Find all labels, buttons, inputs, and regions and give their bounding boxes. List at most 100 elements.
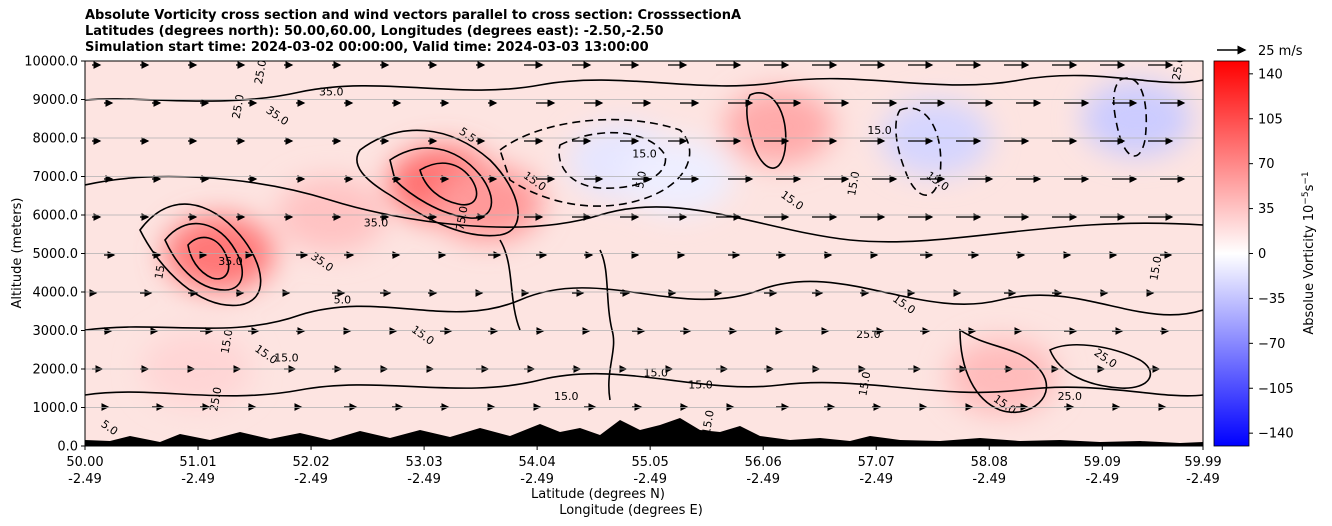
contour-line <box>85 372 1203 397</box>
contour-label: 25.0 <box>1058 390 1083 403</box>
contour-line <box>499 239 521 331</box>
y-tick-label: 4000.0 <box>33 286 79 301</box>
x-tick-label-lat: 54.04 <box>519 455 556 470</box>
contour-line <box>599 249 615 401</box>
x-tick-label-lon: -2.49 <box>859 472 893 487</box>
x-tick-label-lon: -2.49 <box>520 472 554 487</box>
colorbar-tick-label: 140 <box>1258 67 1283 82</box>
contour-line <box>746 92 787 169</box>
x-tick-label-lat: 59.09 <box>1084 455 1121 470</box>
contour-label: 25.0 <box>856 328 881 341</box>
y-tick-label: 7000.0 <box>33 170 79 185</box>
contour-label: 75.0 <box>454 205 471 231</box>
contour-label: 35.0 <box>364 217 389 230</box>
contour-label: 15.0 <box>867 124 892 137</box>
x-tick-label-lat: 50.00 <box>66 455 103 470</box>
colorbar-tick-label: −70 <box>1258 337 1285 352</box>
y-tick-label: 2000.0 <box>33 363 79 378</box>
x-axis-label-lat: Latitude (degrees N) <box>531 487 665 502</box>
y-tick-label: 3000.0 <box>33 324 79 339</box>
wind-vectors <box>89 61 1186 411</box>
contour-line <box>1112 77 1148 157</box>
contour-line <box>1048 344 1152 389</box>
colorbar-tick-label: 35 <box>1258 202 1275 217</box>
x-tick-label-lon: -2.49 <box>633 472 667 487</box>
x-tick-label-lon: -2.49 <box>1186 472 1220 487</box>
contour-label: 5.0 <box>334 294 352 307</box>
y-tick-label: 8000.0 <box>33 132 79 147</box>
quiver-key-label: 25 m/s <box>1258 44 1303 59</box>
contour-line <box>187 236 230 280</box>
contour-label: 15.0 <box>1147 255 1164 281</box>
contour-label: 25.0 <box>252 59 269 85</box>
contour-line <box>499 118 691 207</box>
contour-label: 5.0 <box>633 170 649 189</box>
contour-label: 15.0 <box>700 409 717 435</box>
y-tick-label: 9000.0 <box>33 93 79 108</box>
x-tick-label-lon: -2.49 <box>1085 472 1119 487</box>
contour-label: 15.0 <box>688 378 713 391</box>
contour-label: 15.0 <box>219 328 236 354</box>
colorbar-tick-label: 0 <box>1258 247 1266 262</box>
x-tick-label-lat: 52.02 <box>292 455 329 470</box>
y-tick-label: 1000.0 <box>33 401 79 416</box>
x-tick-label-lat: 57.07 <box>858 455 895 470</box>
contour-line <box>85 175 1203 243</box>
contour-label: 15.0 <box>554 390 579 403</box>
contour-lines <box>85 74 1203 413</box>
y-tick-label: 6000.0 <box>33 209 79 224</box>
x-axis-label-lon: Longitude (degrees E) <box>559 503 703 518</box>
grid-lines <box>85 99 1203 408</box>
colorbar-tick-label: 105 <box>1258 112 1283 127</box>
colorbar-tick-label: 70 <box>1258 157 1275 172</box>
colorbar-tick-label: −105 <box>1258 382 1294 397</box>
chart-title-line3: Simulation start time: 2024-03-02 00:00:… <box>85 40 649 55</box>
colorbar-tick-label: −35 <box>1258 292 1285 307</box>
terrain <box>85 418 1203 446</box>
contour-line <box>85 280 1203 331</box>
y-axis-label: Altitude (meters) <box>10 198 25 309</box>
x-tick-label-lon: -2.49 <box>746 472 780 487</box>
y-tick-label: 10000.0 <box>24 55 78 70</box>
contour-label: 15.0 <box>644 367 669 380</box>
y-tick-label: 5000.0 <box>33 247 79 262</box>
x-tick-label-lat: 51.01 <box>179 455 216 470</box>
contour-label: 25.0 <box>207 386 224 412</box>
contour-label: 15.0 <box>274 351 299 364</box>
contour-line <box>356 129 519 237</box>
contour-label: 15.0 <box>856 371 873 397</box>
contour-label: 15.0 <box>632 147 657 160</box>
x-tick-label-lat: 55.05 <box>632 455 669 470</box>
x-tick-label-lon: -2.49 <box>68 472 102 487</box>
x-tick-label-lon: -2.49 <box>181 472 215 487</box>
contour-label: 15.0 <box>845 170 862 196</box>
colorbar-label: Absolue Vorticity 10−5s−1 <box>1301 171 1317 334</box>
vorticity-blob <box>723 88 834 165</box>
colorbar-gradient <box>1214 61 1249 446</box>
vorticity-blob <box>432 165 543 242</box>
contour-line <box>139 203 262 307</box>
chart-title-line1: Absolute Vorticity cross section and win… <box>85 8 742 23</box>
contour-line <box>389 147 493 219</box>
x-tick-label-lat: 59.99 <box>1184 455 1221 470</box>
x-tick-label-lon: -2.49 <box>972 472 1006 487</box>
x-tick-label-lat: 58.08 <box>971 455 1008 470</box>
colorbar-tick-label: −140 <box>1258 427 1294 442</box>
y-tick-label: 0.0 <box>57 440 78 455</box>
contour-line <box>164 222 244 291</box>
contour-line <box>85 74 1203 102</box>
contour-line <box>959 328 1048 413</box>
vorticity-blob <box>1081 80 1192 157</box>
contour-line <box>419 162 478 206</box>
contour-label: 25.0 <box>1170 55 1187 81</box>
x-tick-label-lon: -2.49 <box>407 472 441 487</box>
contour-label: 15 <box>152 264 167 280</box>
contour-label: 35.0 <box>218 255 243 268</box>
x-tick-label-lon: -2.49 <box>294 472 328 487</box>
vorticity-blob <box>947 338 1058 415</box>
contour-label: 25.0 <box>230 93 247 119</box>
x-tick-label-lat: 56.06 <box>745 455 782 470</box>
chart-title-line2: Latitudes (degrees north): 50.00,60.00, … <box>85 24 664 39</box>
contour-label: 35.0 <box>319 86 344 99</box>
